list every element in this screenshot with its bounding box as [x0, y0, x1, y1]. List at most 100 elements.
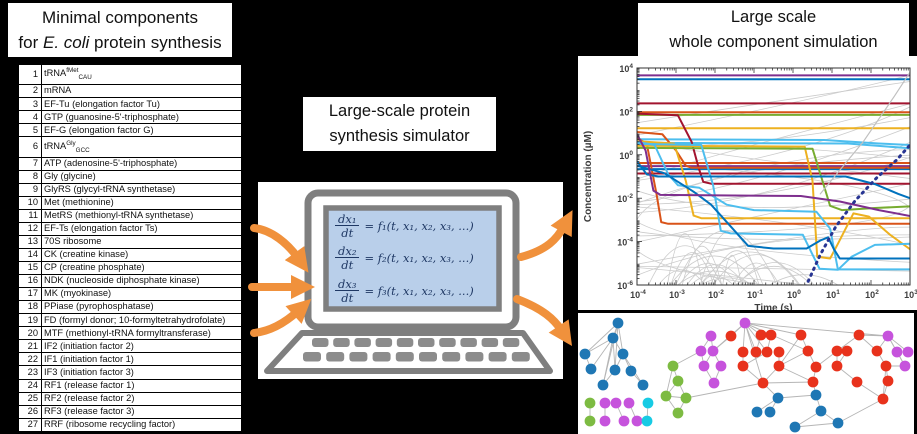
ode-equations: dx₁ dt = f₁(t, x₁, x₂, x₃, ...) dx₂ dt = f… [326, 208, 499, 309]
table-row: 16 NDK (nucleoside diphosphate kinase) [18, 274, 242, 289]
right-title-line1: Large scale [730, 8, 817, 26]
y-axis-label: Concentration (µM) [583, 131, 594, 222]
network-node [617, 348, 629, 360]
network-node [810, 389, 822, 401]
equation-1: dx₁ dt = f₁(t, x₁, x₂, x₃, ...) [335, 213, 499, 239]
network-node [725, 330, 737, 342]
laptop-screen [323, 205, 502, 312]
network-node [853, 329, 865, 341]
network-node [810, 361, 822, 373]
svg-text:10-4: 10-4 [617, 237, 633, 248]
interaction-network-graph [578, 313, 914, 434]
network-node [612, 317, 624, 329]
network-node [877, 393, 889, 405]
network-node [772, 392, 784, 404]
chart-series-gray-riser [819, 71, 910, 195]
network-node [637, 379, 649, 391]
chart-series-navy-dotted-riser [804, 143, 910, 285]
concentration-time-chart: 10-4 10-3 10-2 10-1 100 101 102 103 104 102 100 10-… [578, 56, 917, 310]
svg-text:103: 103 [904, 289, 917, 300]
table-row: 6 tRNAGlyGCC [18, 136, 242, 158]
network-node [625, 365, 637, 377]
middle-title-line2: synthesis simulator [329, 127, 470, 145]
chart-series-gold-drop [637, 140, 910, 220]
equation-3: dx₃ dt = f₃(t, x₁, x₂, x₃, ...) [335, 278, 499, 304]
left-title-line2: for E. coli protein synthesis [18, 33, 222, 52]
network-node [815, 405, 827, 417]
svg-text:10-2: 10-2 [617, 193, 633, 204]
network-node [667, 360, 679, 372]
left-title-line1: Minimal components [42, 8, 198, 27]
network-node [831, 360, 843, 372]
input-arrow-icon [250, 298, 312, 337]
network-node [750, 346, 762, 358]
network-node [795, 329, 807, 341]
network-node [761, 346, 773, 358]
svg-text:102: 102 [619, 106, 633, 117]
network-node [660, 390, 672, 402]
x-axis-label: Time (s) [754, 303, 792, 310]
network-node [672, 407, 684, 419]
network-node [739, 317, 751, 329]
table-row: 1 tRNAfMetCAU [18, 63, 242, 86]
network-node [623, 397, 635, 409]
network-node [641, 415, 653, 427]
middle-title-line1: Large-scale protein [328, 102, 471, 120]
network-node [705, 330, 717, 342]
chart-series-blue-late-decline [637, 160, 910, 200]
network-node [773, 346, 785, 358]
network-node [802, 345, 814, 357]
svg-text:101: 101 [826, 289, 840, 300]
network-node [737, 360, 749, 372]
network-node [773, 360, 785, 372]
network-node [882, 330, 894, 342]
network-node [609, 364, 621, 376]
svg-text:10-4: 10-4 [630, 289, 646, 300]
network-node [882, 375, 894, 387]
network-node [584, 415, 596, 427]
components-table: 1 tRNAfMetCAU 2 mRNA 3 EF-Tu (elongation fact… [18, 63, 242, 433]
chart-series-blue-slide [637, 164, 910, 260]
laptop-keys [303, 338, 530, 362]
network-node [765, 329, 777, 341]
network-node [631, 415, 643, 427]
network-node [597, 379, 609, 391]
output-arrow-icon [513, 295, 572, 346]
output-arrow-icon [517, 210, 573, 261]
network-node [599, 415, 611, 427]
left-title-box: Minimal components for E. coli protein s… [8, 3, 232, 57]
network-node [757, 377, 769, 389]
network-node [871, 345, 883, 357]
table-row: 15 CP (creatine phosphate) [18, 261, 242, 276]
network-node [618, 415, 630, 427]
network-node [610, 397, 622, 409]
network-node [891, 346, 903, 358]
table-row: 12 EF-Ts (elongation factor Ts) [18, 221, 242, 237]
network-node [807, 376, 819, 388]
chart-series-green-dive [637, 146, 910, 212]
network-node [751, 406, 763, 418]
network-node [715, 360, 727, 372]
equation-2: dx₂ dt = f₂(t, x₁, x₂, x₃, ...) [335, 245, 499, 272]
table-row: 14 CK (creatine kinase) [18, 248, 242, 263]
right-title-line2: whole component simulation [669, 33, 878, 51]
network-node [789, 421, 801, 433]
network-node [584, 397, 596, 409]
input-arrow-icon [250, 224, 309, 273]
network-node [599, 397, 611, 409]
network-node [841, 345, 853, 357]
network-node [708, 377, 720, 389]
right-title-box: Large scale whole component simulation [638, 3, 909, 57]
svg-text:100: 100 [787, 289, 801, 300]
table-row: 24 RF1 (release factor 1) [18, 378, 242, 393]
network-node [902, 346, 914, 358]
network-node [899, 360, 911, 372]
chart-series-purple-decline [637, 133, 910, 217]
chart-series-sky-dive-low [637, 142, 910, 271]
svg-text:10-6: 10-6 [617, 280, 633, 291]
svg-text:10-1: 10-1 [747, 289, 763, 300]
network-node [880, 360, 892, 372]
svg-text:10-3: 10-3 [669, 289, 685, 300]
network-node [642, 397, 654, 409]
